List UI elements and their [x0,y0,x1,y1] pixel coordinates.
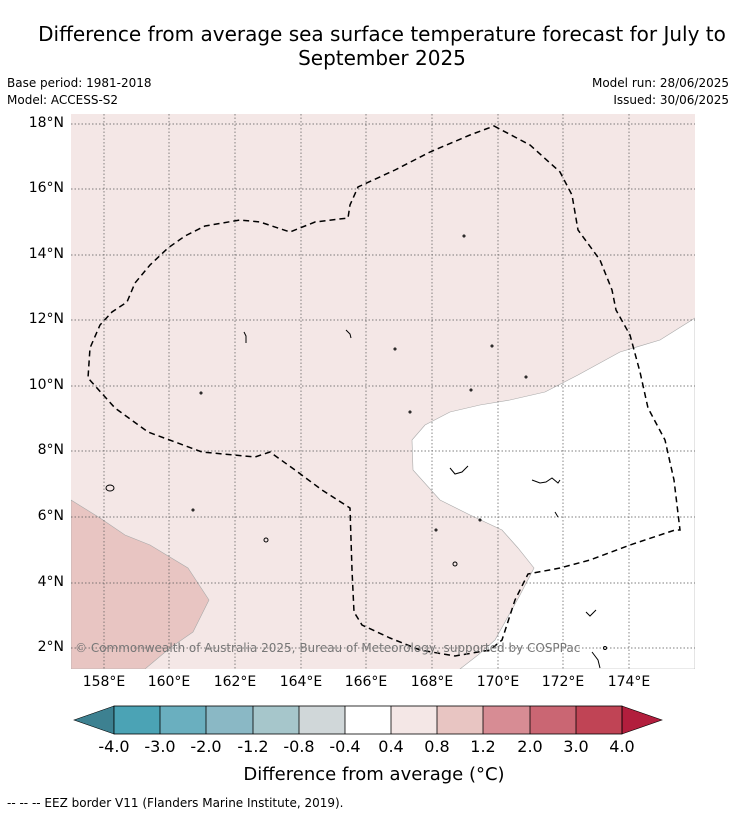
lat-label-6n: 6°N [37,508,64,524]
colorbar-band [391,706,437,734]
lon-label-164e: 164°E [279,674,323,690]
colorbar-band [345,706,391,734]
base-period-text: Base period: 1981-2018 [7,76,152,90]
colorbar-tick: -0.8 [283,737,315,756]
model-text: Model: ACCESS-S2 [7,93,119,107]
colorbar-min-arrow [73,705,115,735]
map-area [71,114,695,669]
eez-border [87,125,681,657]
lat-label-2n: 2°N [37,639,64,655]
colorbar-band [114,706,160,734]
lon-label-158e: 158°E [82,674,126,690]
lon-label-170e: 170°E [476,674,520,690]
meta-right: Model run: 28/06/2025 Issued: 30/06/2025 [592,75,729,109]
islands [105,234,607,669]
colorbar-band [530,706,576,734]
colorbar-band [206,706,253,734]
lon-label-162e: 162°E [213,674,257,690]
graticule [71,114,695,669]
colorbar-tick: -1.2 [237,737,269,756]
lat-label-16n: 16°N [28,180,64,196]
lat-label-4n: 4°N [37,574,64,590]
colorbar-band [253,706,299,734]
colorbar [73,705,663,735]
lat-label-14n: 14°N [28,246,64,262]
colorbar-tick: -2.0 [190,737,222,756]
map-title: Difference from average sea surface temp… [38,22,726,70]
eez-legend-note: -- -- -- EEZ border V11 (Flanders Marine… [7,796,344,810]
lon-label-166e: 166°E [344,674,388,690]
colorbar-max-arrow [621,705,663,735]
model-run-text: Model run: 28/06/2025 [591,76,729,90]
colorbar-tick: 1.2 [470,737,496,756]
colorbar-band [576,706,622,734]
lat-label-10n: 10°N [28,377,64,393]
lon-label-172e: 172°E [541,674,585,690]
colorbar-tick: 0.4 [378,737,404,756]
lat-label-8n: 8°N [37,442,64,458]
colorbar-tick: 3.0 [563,737,589,756]
colorbar-band [483,706,530,734]
meta-left: Base period: 1981-2018 Model: ACCESS-S2 [7,75,152,109]
lon-label-174e: 174°E [607,674,651,690]
colorbar-tick: 2.0 [517,737,543,756]
colorbar-tick: -0.4 [329,737,361,756]
colorbar-tick: 0.8 [424,737,450,756]
colorbar-tick: -4.0 [98,737,130,756]
anomaly-white-region [411,317,695,669]
colorbar-tick: -3.0 [144,737,176,756]
colorbar-band [437,706,483,734]
lon-label-168e: 168°E [410,674,454,690]
colorbar-band [160,706,206,734]
copyright-text: © Commonwealth of Australia 2025, Bureau… [75,641,581,655]
colorbar-band [299,706,345,734]
lon-label-160e: 160°E [147,674,191,690]
lat-label-18n: 18°N [28,115,64,131]
colorbar-title: Difference from average (°C) [243,764,505,785]
lat-label-12n: 12°N [28,311,64,327]
anomaly-pink-region [71,499,210,669]
issued-text: Issued: 30/06/2025 [613,93,729,107]
colorbar-tick: 4.0 [609,737,635,756]
